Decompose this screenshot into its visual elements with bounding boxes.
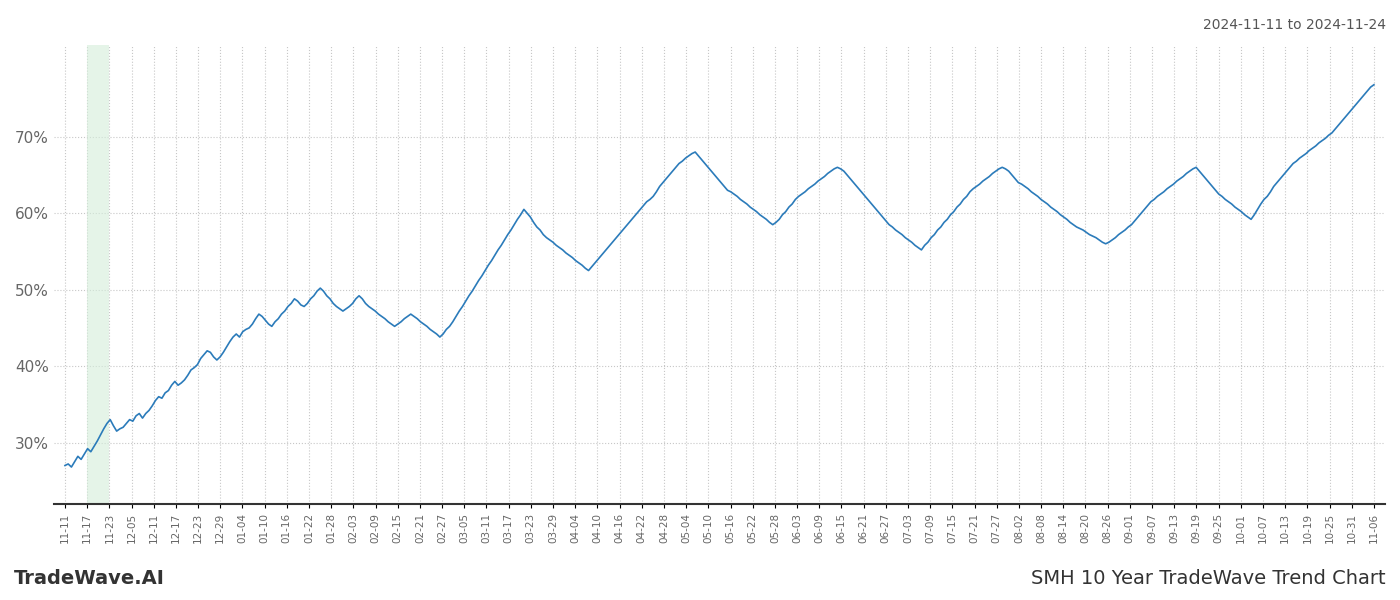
Bar: [87, 45, 109, 504]
Text: SMH 10 Year TradeWave Trend Chart: SMH 10 Year TradeWave Trend Chart: [1032, 569, 1386, 588]
Text: TradeWave.AI: TradeWave.AI: [14, 569, 165, 588]
Text: 2024-11-11 to 2024-11-24: 2024-11-11 to 2024-11-24: [1203, 18, 1386, 32]
